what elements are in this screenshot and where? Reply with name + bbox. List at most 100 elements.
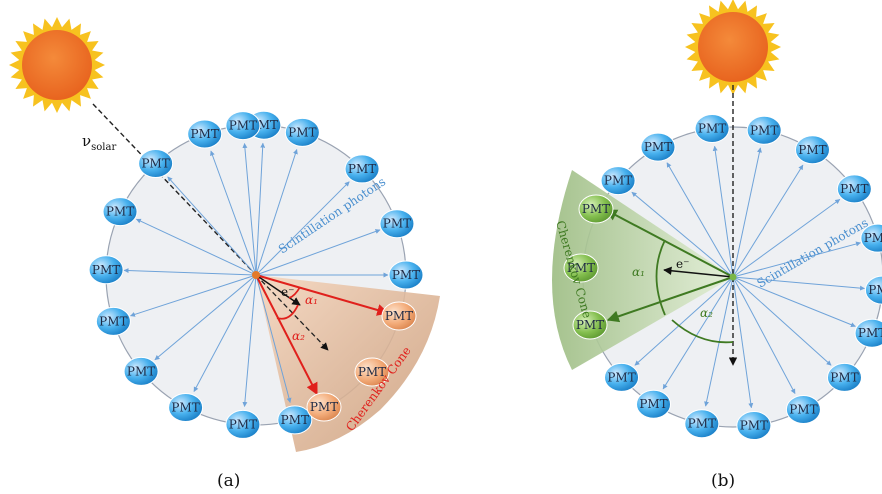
photon-arrow — [631, 191, 734, 278]
pmt-label: PMT — [141, 157, 169, 171]
caption-a: (a) — [217, 471, 240, 491]
photon-arrow — [210, 150, 257, 276]
photon-arrow — [255, 142, 266, 276]
pmt: PMT — [578, 194, 614, 224]
sun-icon — [9, 17, 105, 113]
interaction-vertex — [729, 273, 737, 281]
pmt: PMT — [860, 223, 882, 253]
panel-a: νsolar PMTPMTPMTPMTPMTPMTPMTPMTPMTPMTPMT… — [9, 17, 440, 491]
pmt-ring: PMTPMTPMTPMTPMTPMTPMTPMTPMTPMTPMTPMTPMTP… — [600, 113, 882, 441]
alpha2-label: α₂ — [700, 306, 713, 320]
pmt: PMT — [572, 310, 608, 340]
alpha1-arc — [655, 239, 666, 316]
alpha2-label: α₂ — [292, 329, 305, 343]
photon-arrow — [242, 143, 257, 276]
pmt: PMT — [864, 275, 882, 305]
cherenkov-ray-upper — [604, 209, 734, 278]
pmt-bulb — [123, 356, 159, 386]
photon-arrow — [732, 276, 754, 409]
pmt-bulb — [88, 255, 124, 285]
pmt: PMT — [746, 115, 782, 145]
caption-b: (b) — [711, 471, 735, 491]
pmt-bulb — [225, 409, 261, 439]
alpha1-arc — [288, 286, 301, 299]
pmt: PMT — [785, 394, 821, 424]
pmt-label: PMT — [385, 309, 413, 323]
panel-b: PMTPMTPMTPMTPMTPMTPMTPMTPMTPMTPMTPMTPMTP… — [552, 0, 882, 491]
photon-arrow — [255, 181, 350, 276]
pmt-label: PMT — [639, 397, 667, 411]
photon-arrow — [255, 274, 292, 403]
pmt: PMT — [88, 255, 124, 285]
pmt-bulb — [640, 132, 676, 162]
pmt-label: PMT — [127, 364, 155, 378]
pmt-label: PMT — [830, 370, 858, 384]
photon-arrow — [732, 276, 796, 394]
pmt: PMT — [344, 154, 380, 184]
pmt-bulb — [379, 209, 415, 239]
pmt-bulb — [381, 301, 417, 331]
neutrino-path — [92, 103, 257, 276]
sun-disk — [22, 30, 92, 100]
pmt-label: PMT — [281, 413, 309, 427]
pmt-bulb — [860, 223, 882, 253]
pmt-bulb — [138, 149, 174, 179]
pmt: PMT — [854, 318, 882, 348]
pmt-bulb — [572, 310, 608, 340]
pmt-bulb — [736, 411, 772, 441]
pmt-bulb — [95, 306, 131, 336]
electron-label: e⁻ — [281, 285, 294, 299]
sun-disk — [698, 12, 768, 82]
pmt-label: PMT — [789, 402, 817, 416]
pmt-label: PMT — [106, 205, 134, 219]
photon-arrow — [732, 147, 762, 278]
photon-arrow — [154, 274, 257, 361]
pmt: PMT — [640, 132, 676, 162]
pmt-bulb — [600, 166, 636, 196]
pmt-label: PMT — [229, 417, 257, 431]
photon-arrow — [712, 145, 734, 278]
pmt-ring: PMTPMTPMTPMTPMTPMTPMTPMTPMTPMTPMTPMTPMTP… — [88, 110, 424, 439]
photon-arrow — [255, 229, 381, 276]
pmt: PMT — [684, 409, 720, 439]
pmt-bulb — [187, 119, 223, 149]
photon-arrow — [732, 276, 832, 366]
pmt: PMT — [826, 362, 862, 392]
photon-arrow — [634, 276, 734, 366]
pmt: PMT — [306, 392, 342, 422]
scintillation-arrows — [123, 142, 389, 407]
pmt-bulb — [277, 405, 313, 435]
pmt-label: PMT — [607, 370, 635, 384]
pmt-label: PMT — [567, 261, 595, 275]
pmt: PMT — [123, 356, 159, 386]
pmt-bulb — [694, 113, 730, 143]
alpha2-arc — [671, 319, 734, 344]
pmt-bulb — [563, 253, 599, 283]
photon-arrow — [732, 276, 865, 291]
alpha1-label: α₁ — [305, 293, 318, 307]
pmt: PMT — [381, 301, 417, 331]
pmt: PMT — [225, 111, 261, 141]
cone-pmts: PMT PMT PMT — [563, 194, 614, 340]
pmt: PMT — [168, 392, 204, 422]
pmt: PMT — [836, 174, 872, 204]
photon-arrow — [732, 276, 856, 328]
electron-track — [255, 274, 329, 351]
pmt-label: PMT — [644, 140, 672, 154]
electron-arrow — [255, 274, 301, 306]
pmt-bulb — [225, 111, 261, 141]
pmt-bulb — [102, 197, 138, 227]
pmt-bulb — [836, 174, 872, 204]
pmt: PMT — [794, 135, 830, 165]
cherenkov-ray-lower — [255, 274, 318, 396]
pmt-label: PMT — [92, 263, 120, 277]
photon-arrow — [662, 276, 734, 390]
pmt-bulb — [826, 362, 862, 392]
cone-pmts: PMT PMT PMT — [306, 301, 417, 422]
pmt-bulb — [388, 260, 424, 290]
photon-arrow — [732, 241, 861, 278]
pmt-bulb — [684, 409, 720, 439]
pmt: PMT — [736, 411, 772, 441]
pmt-bulb — [344, 154, 380, 184]
pmt-bulb — [636, 389, 672, 419]
